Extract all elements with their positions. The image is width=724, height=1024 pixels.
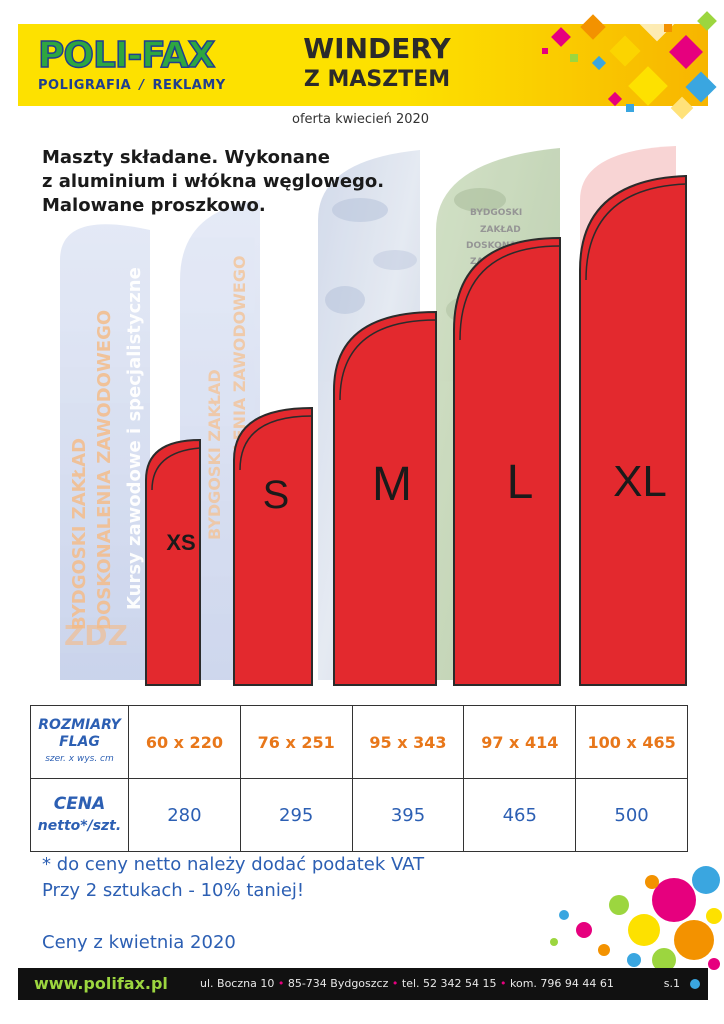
- price-xs: 280: [128, 778, 241, 852]
- contact-info: ul. Boczna 10 • 85-734 Bydgoszcz • tel. …: [200, 977, 614, 990]
- price-header-cell: CENA netto*/szt.: [30, 778, 129, 852]
- flags-illustration: BYDGOSKI ZAKŁAD DOSKONALENIA ZAWODOWEGO …: [60, 146, 687, 686]
- page-dot-icon: [690, 979, 700, 989]
- dimension-xl: 100 x 465: [575, 705, 688, 779]
- flag-xs: XS: [145, 438, 201, 686]
- title-line-2: Z MASZTEM: [303, 67, 451, 92]
- dimension-xs: 60 x 220: [128, 705, 241, 779]
- notes: * do ceny netto należy dodać podatek VAT…: [42, 852, 424, 956]
- dimensions-header-cell: ROZMIARY FLAG szer. x wys. cm: [30, 705, 129, 779]
- dimension-s: 76 x 251: [239, 705, 353, 779]
- prices-date-note: Ceny z kwietnia 2020: [42, 932, 236, 953]
- intro-line-3: Malowane proszkowo.: [42, 195, 266, 216]
- background-flag-1: BYDGOSKI ZAKŁAD DOSKONALENIA ZAWODOWEGO …: [60, 224, 150, 680]
- logo-sub-left: POLIGRAFIA: [38, 78, 132, 93]
- intro-line-2: z aluminium i włókna węglowego.: [42, 171, 385, 192]
- dimension-m: 95 x 343: [351, 705, 465, 779]
- price-m: 395: [351, 778, 465, 852]
- offer-date: oferta kwiecień 2020: [292, 112, 430, 127]
- vat-note: * do ceny netto należy dodać podatek VAT: [42, 854, 425, 875]
- bg-text-3: Kursy zawodowe i specjalistyczne: [124, 267, 145, 610]
- flag-m-label: M: [372, 458, 412, 511]
- intro-line-1: Maszty składane. Wykonane: [42, 147, 330, 168]
- separator-icon: •: [277, 977, 288, 990]
- separator-icon: •: [391, 977, 402, 990]
- colorful-dots-decoration: [550, 866, 722, 972]
- page-number: s.1: [663, 977, 680, 990]
- dimensions-label-unit: szer. x wys. cm: [45, 753, 114, 764]
- flag-l: L: [453, 236, 561, 686]
- logo-subtitle: POLIGRAFIA / REKLAMY: [38, 78, 226, 93]
- price-table: ROZMIARY FLAG szer. x wys. cm 60 x 220 7…: [30, 705, 688, 852]
- table-row-dimensions: ROZMIARY FLAG szer. x wys. cm 60 x 220 7…: [30, 705, 688, 779]
- page-title: WINDERY Z MASZTEM: [282, 32, 472, 94]
- footer-bar: www.polifax.pl ul. Boczna 10 • 85-734 By…: [18, 968, 708, 1000]
- dimensions-label-1: ROZMIARY: [38, 716, 121, 733]
- dimensions-label-2: FLAG: [59, 733, 100, 750]
- bg-text-4: ZDZ: [64, 619, 128, 652]
- polifax-logo: POLI-FAX POLIGRAFIA / REKLAMY: [37, 35, 238, 94]
- street: ul. Boczna 10: [200, 977, 275, 990]
- flag-m: M: [333, 310, 437, 686]
- flag-s: S: [233, 406, 313, 686]
- flag-xl-label: XL: [613, 457, 667, 506]
- bg-text-1: BYDGOSKI ZAKŁAD: [69, 438, 90, 630]
- price-xl: 500: [575, 778, 688, 852]
- intro-text: Maszty składane. Wykonane z aluminium i …: [42, 146, 402, 218]
- logo-sub-right: REKLAMY: [152, 78, 226, 93]
- mobile: kom. 796 94 44 61: [509, 977, 614, 990]
- separator-icon: •: [499, 977, 510, 990]
- price-l: 465: [463, 778, 577, 852]
- bg-text-7: BYDGOSKI: [470, 208, 522, 218]
- flag-l-label: L: [507, 456, 534, 509]
- price-label-1: CENA: [53, 794, 106, 814]
- city: 85-734 Bydgoszcz: [287, 977, 389, 990]
- price-s: 295: [239, 778, 353, 852]
- flag-s-label: S: [263, 473, 290, 517]
- flag-xl: XL: [579, 174, 687, 686]
- confetti-decoration: [542, 4, 717, 120]
- logo-main-text: POLI-FAX: [37, 35, 216, 77]
- bg-text-8: ZAKŁAD: [480, 225, 521, 235]
- dimension-l: 97 x 414: [463, 705, 577, 779]
- price-label-2: netto*/szt.: [37, 818, 122, 834]
- table-row-prices: CENA netto*/szt. 280 295 395 465 500: [30, 778, 688, 852]
- website-link[interactable]: www.polifax.pl: [34, 974, 168, 993]
- bg-text-2: DOSKONALENIA ZAWODOWEGO: [94, 310, 115, 630]
- discount-note: Przy 2 sztukach - 10% taniej!: [42, 880, 305, 901]
- flag-xs-label: XS: [166, 530, 195, 555]
- phone: tel. 52 342 54 15: [401, 977, 497, 990]
- title-line-1: WINDERY: [303, 32, 451, 65]
- bg-text-5: BYDGOSKI ZAKŁAD: [205, 369, 224, 540]
- logo-check-icon: /: [139, 78, 145, 93]
